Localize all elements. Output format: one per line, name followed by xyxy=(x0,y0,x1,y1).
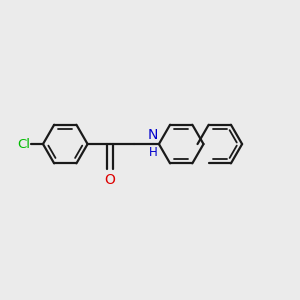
Text: N: N xyxy=(148,128,158,142)
Text: O: O xyxy=(104,173,115,187)
Text: H: H xyxy=(148,146,157,159)
Text: Cl: Cl xyxy=(17,138,30,151)
